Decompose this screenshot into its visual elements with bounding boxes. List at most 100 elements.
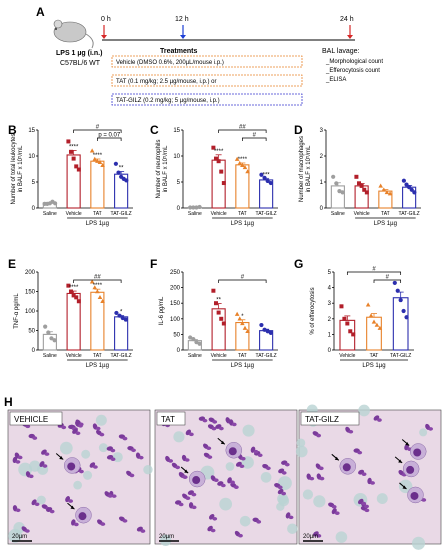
data-point (240, 321, 245, 326)
data-point (342, 316, 347, 321)
background-cell (98, 443, 108, 453)
neutrophil-lobe (334, 511, 340, 515)
pointer-arrowhead-icon (220, 440, 225, 445)
data-point (46, 330, 51, 335)
data-point (374, 322, 380, 327)
neutrophil-lobe (331, 505, 337, 509)
background-cell (29, 460, 41, 472)
data-point (262, 327, 267, 332)
data-point (240, 162, 245, 168)
data-point (113, 161, 118, 166)
y-tick-label: 15 (28, 128, 35, 134)
y-tick-label: 1 (328, 332, 332, 338)
data-point (216, 310, 221, 315)
neutrophil-lobe (238, 533, 243, 538)
neutrophil-lobe (239, 464, 245, 469)
y-axis-label: Number of total leukocytesin BALF x 10⁵/… (11, 133, 24, 204)
significance-mark: * (120, 310, 123, 316)
y-tick-label: 0 (32, 348, 36, 354)
pointer-arrowhead-icon (59, 455, 64, 460)
bracket-label: # (372, 267, 376, 273)
y-axis-label-line1: TNF-α pg/mL (14, 293, 20, 329)
data-point (53, 201, 58, 206)
group-label: LPS 1µg (231, 363, 254, 369)
neutrophil-lobe (140, 529, 146, 533)
neutrophil-lobe (428, 427, 434, 431)
background-cell (225, 462, 235, 471)
bracket-label: ## (239, 125, 246, 131)
neutrophil-lobe (233, 485, 239, 489)
chart-g: 0 1 2 3 4 5 % of efferocytosis Vehicle TAT TAT-GI… (310, 267, 414, 369)
data-point (237, 160, 243, 165)
data-point (242, 165, 248, 170)
x-tick-label: Saline (331, 211, 345, 217)
neutrophil-lobe (188, 432, 194, 437)
panel-f: F (150, 257, 157, 271)
data-point (378, 183, 383, 188)
neutrophil-lobe (191, 505, 197, 510)
chart-e: 0 50 100 150 200 TNF-α pg/mL Saline **** Vehicle… (14, 270, 133, 369)
y-axis-label-line2: in BALF x 10⁵/mL (305, 145, 312, 193)
chart-f: 0 50 100 150 200 250 IL-6 pg/mL Saline ** Vehicle… (159, 270, 278, 369)
scale-bar-label: 20µm (303, 534, 318, 540)
neutrophil-lobe (210, 528, 216, 533)
background-cell (260, 471, 272, 483)
background-cell (398, 479, 413, 494)
neutrophil-lobe (206, 446, 212, 451)
neutrophil-lobe (318, 466, 324, 471)
panel-h: H VEHICLE 20µm TAT 20µm TAT-GILZ 20µm (4, 395, 442, 550)
neutrophil-lobe (110, 448, 116, 453)
neutrophil-lobe (357, 450, 363, 455)
data-point (365, 302, 371, 307)
panel-d: D (294, 123, 303, 137)
panel-a: A 0 h 12 h 24 h LPS 1 µg (i.n.) C57BL/6 … (36, 5, 383, 106)
neutrophil-lobe (34, 502, 40, 507)
data-point (334, 181, 339, 186)
neutrophil-lobe (361, 472, 367, 476)
significance-bracket (346, 271, 402, 275)
neutrophil-lobe (220, 483, 226, 488)
neutrophil-lobe (79, 469, 84, 474)
neutrophil-lobe (281, 471, 287, 475)
group-label: LPS 1µg (231, 221, 254, 227)
micrograph-tat-gilz: TAT-GILZ 20µm (295, 404, 442, 550)
y-tick-label: 10 (173, 154, 180, 160)
significance-bracket (242, 137, 267, 141)
treatment-tat-gilz: TAT-GILZ (0.2 mg/kg; 5 µg/mouse, i.p.) (116, 98, 220, 104)
data-point (262, 175, 267, 180)
panel-label-f: F (150, 257, 157, 271)
x-tick-label: Vehicle (66, 353, 82, 359)
pointer-arrowhead-icon (405, 442, 410, 446)
data-point (359, 183, 364, 188)
neutrophil-lobe (212, 420, 218, 424)
neutrophil-lobe (319, 476, 325, 481)
y-tick-label: 10 (28, 154, 35, 160)
data-point (92, 285, 98, 290)
background-cell (302, 489, 314, 500)
data-point (71, 293, 76, 298)
chart-d: 0 1 2 3 Number of macrophagesin BALF x 10⁵/m… (299, 128, 421, 227)
data-point (371, 319, 377, 324)
x-tick-label: Vehicle (354, 211, 370, 217)
background-cell (239, 515, 251, 527)
panel-label-e: E (8, 257, 16, 271)
macrophage-nucleus (78, 512, 87, 521)
data-point (69, 149, 74, 154)
data-point (368, 313, 374, 318)
bar-vehicle (211, 308, 226, 351)
y-axis-label-line1: % of efferocytosis (310, 287, 316, 334)
neutrophil-lobe (178, 502, 184, 507)
data-point (265, 329, 270, 334)
data-point (364, 190, 369, 195)
background-cell (313, 495, 326, 508)
y-tick-label: 0 (328, 348, 332, 354)
neutrophil-lobe (17, 455, 23, 460)
data-point (221, 321, 226, 326)
neutrophil-lobe (361, 501, 367, 506)
data-point (197, 341, 202, 346)
data-point (392, 280, 397, 286)
mouse-strain: C57BL/6 WT (60, 60, 101, 67)
y-tick-label: 2 (328, 317, 332, 323)
x-tick-label: Saline (43, 211, 57, 217)
